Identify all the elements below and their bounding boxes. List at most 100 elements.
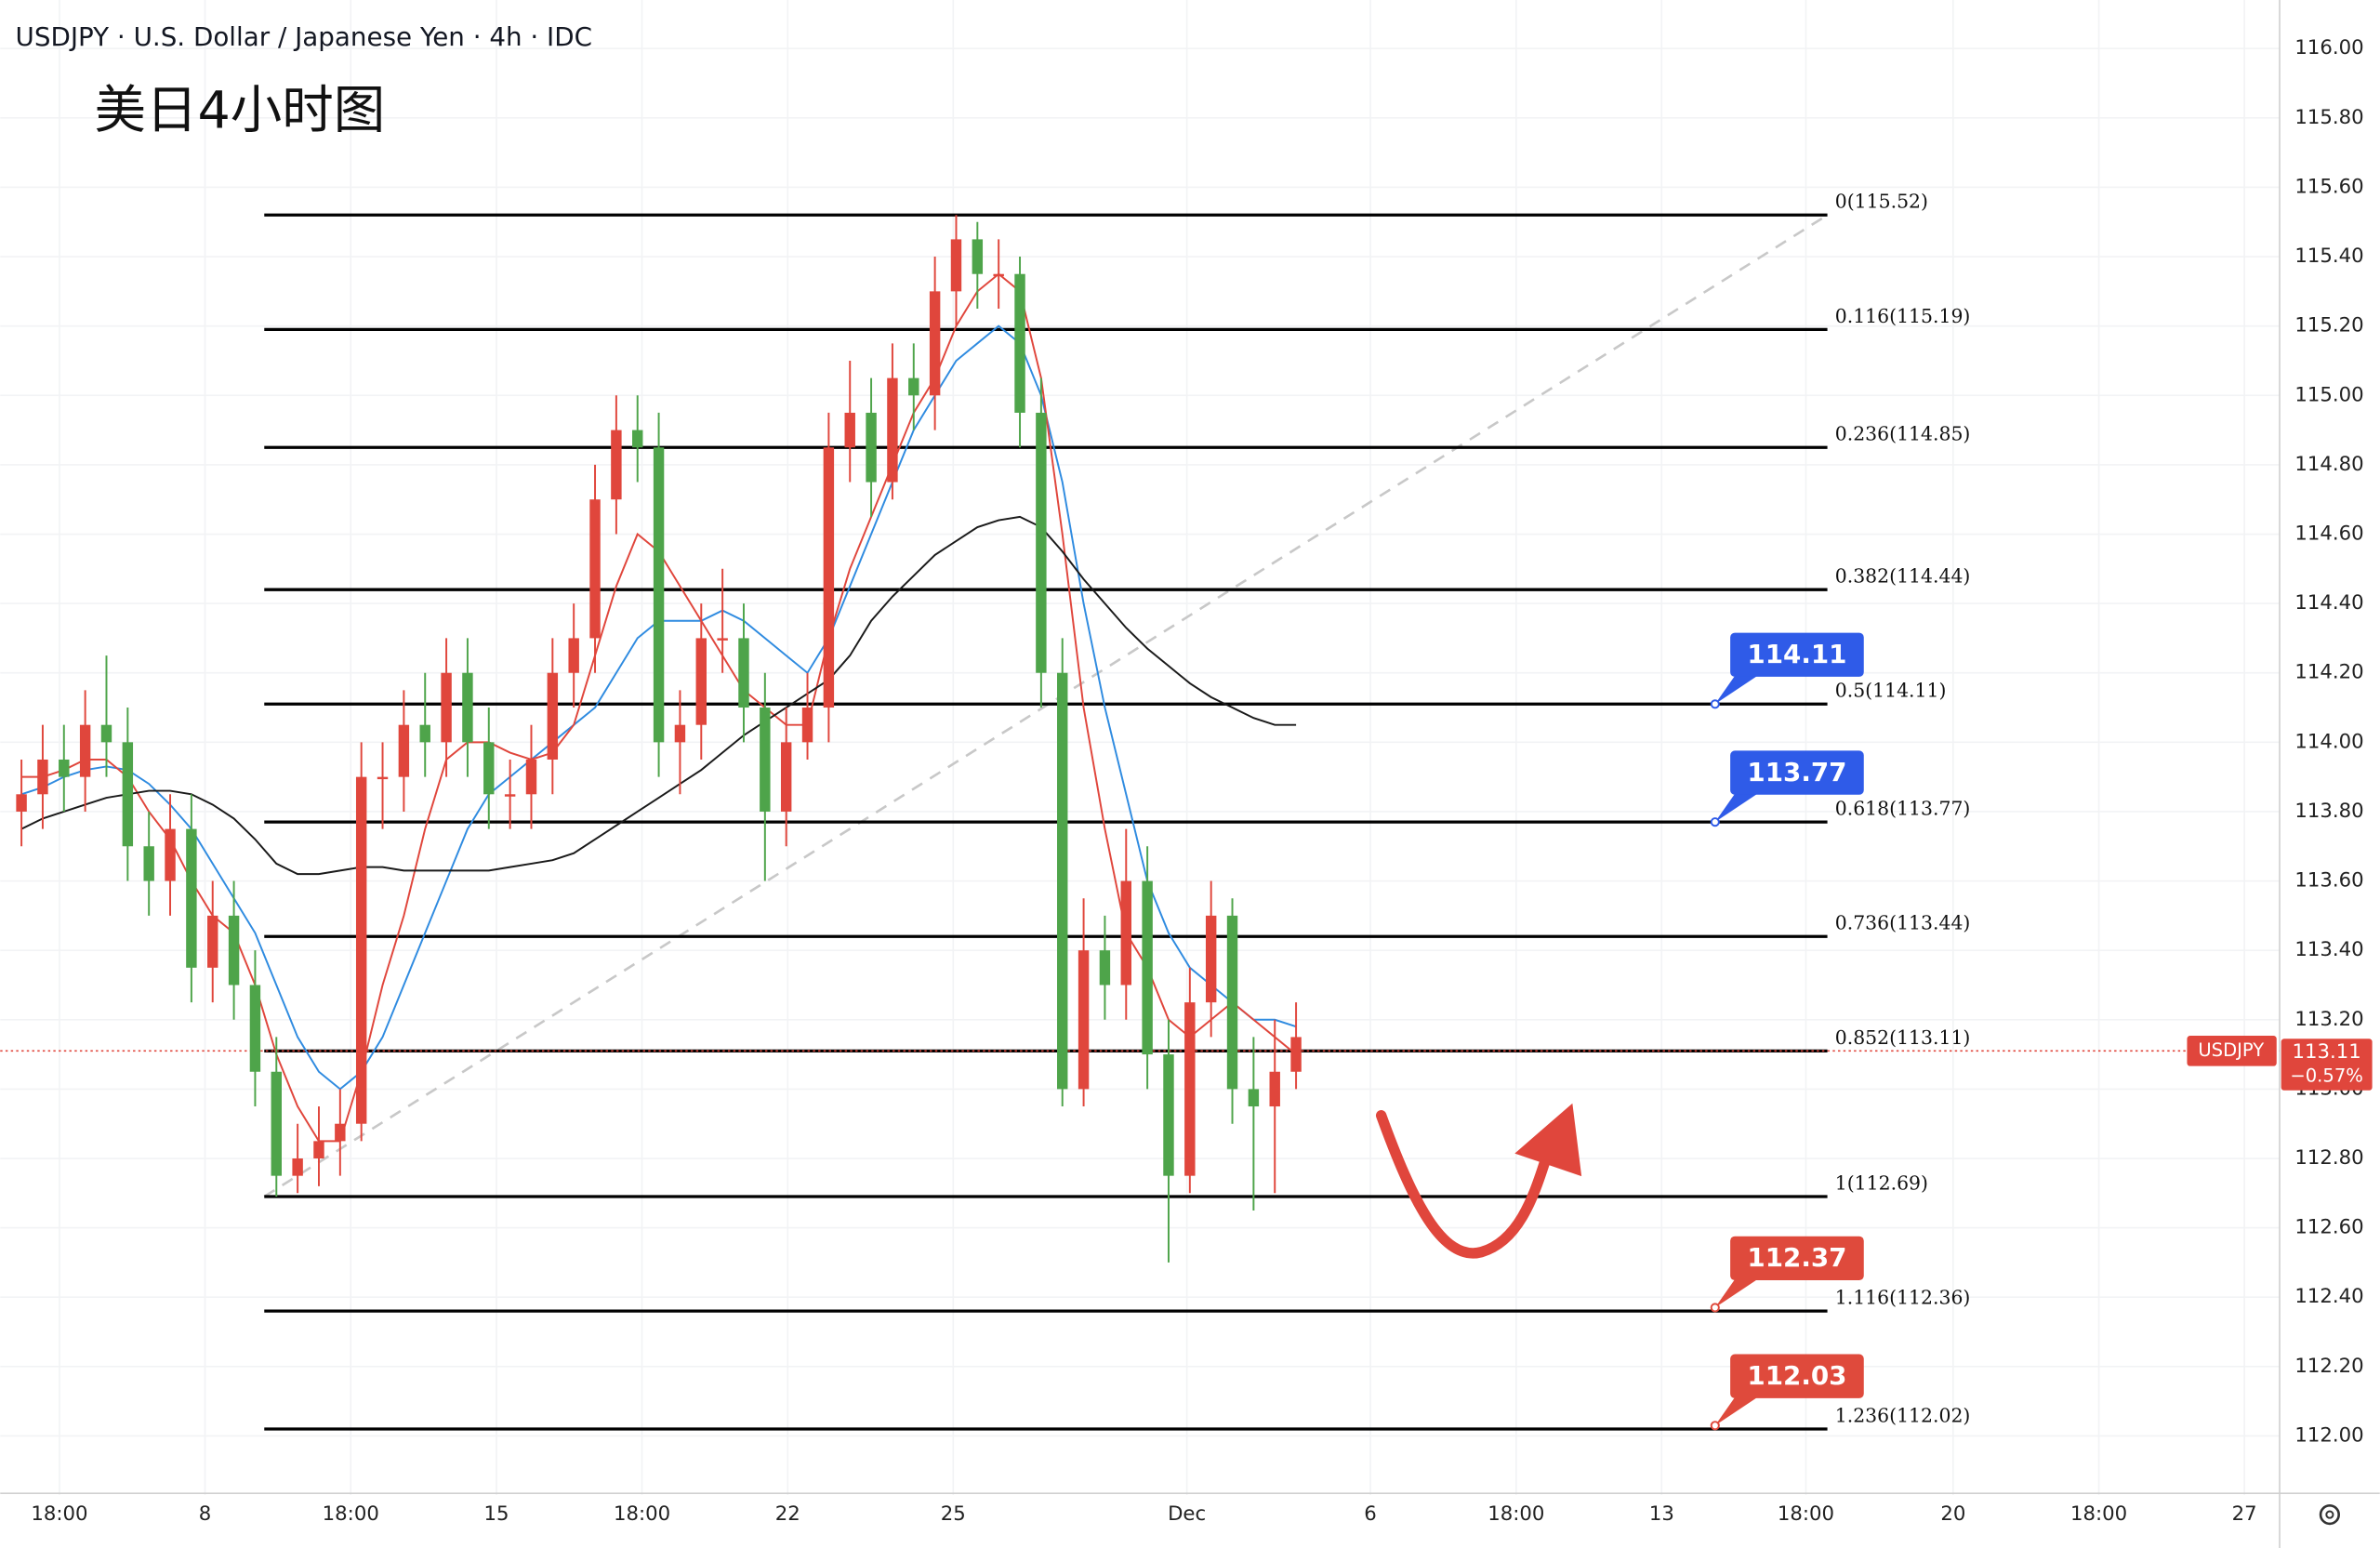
price-tag-anchor [1710, 1303, 1720, 1313]
y-tick-label: 114.80 [2294, 453, 2363, 476]
price-tag-anchor [1710, 1421, 1720, 1431]
candles [16, 215, 1302, 1263]
candle-body [59, 759, 70, 777]
candle-body [929, 291, 941, 396]
candle-body [1184, 1002, 1196, 1176]
candle-body [972, 239, 984, 274]
candle-body [823, 447, 835, 708]
fib-trend-line [263, 214, 1829, 1198]
y-tick-label: 112.40 [2294, 1285, 2363, 1308]
chart-title: 美日4小时图 [94, 81, 385, 141]
settings-gear[interactable] [2319, 1503, 2340, 1526]
price-tag-anchor [1710, 699, 1720, 709]
candle-body [632, 430, 643, 448]
candle-body [1226, 915, 1238, 1090]
candle-body [738, 638, 749, 708]
x-tick-label: 18:00 [614, 1502, 670, 1526]
candle-body [525, 759, 537, 795]
candle-body [271, 1071, 282, 1176]
candle-body [547, 672, 559, 760]
x-tick-label: 18:00 [2070, 1502, 2127, 1526]
y-tick-label: 114.60 [2294, 523, 2363, 546]
price-tag-label: 114.11 [1747, 639, 1846, 669]
y-tick-label: 113.20 [2294, 1008, 2363, 1031]
price-tag-box [1730, 1354, 1864, 1398]
candle-body [1290, 1037, 1302, 1072]
settings-gear-center [2325, 1510, 2334, 1519]
x-tick-label: 15 [484, 1502, 509, 1526]
candle-body [611, 430, 622, 500]
symbol-label: USDJPY [2198, 1039, 2264, 1061]
candle-body [887, 377, 898, 483]
x-tick-label: 18:00 [1488, 1502, 1544, 1526]
x-tick-label: 22 [775, 1502, 800, 1526]
candle-body [355, 776, 367, 1124]
y-tick-label: 112.00 [2294, 1423, 2363, 1447]
candle-body [441, 672, 452, 743]
y-tick-label: 113.40 [2294, 938, 2363, 961]
candle-body [866, 412, 877, 483]
y-tick-label: 113.60 [2294, 869, 2363, 893]
candle-body [1078, 950, 1090, 1090]
candle-body [1269, 1071, 1280, 1107]
candle-body [165, 828, 176, 881]
y-tick-label: 112.80 [2294, 1146, 2363, 1170]
candle-body [398, 724, 410, 777]
candle-body [186, 828, 197, 968]
x-tick-label: 27 [2232, 1502, 2257, 1526]
fib-level-label: 1.116(112.36) [1835, 1287, 1971, 1309]
annotation-arrowhead [1514, 1103, 1582, 1177]
y-tick-label: 115.00 [2294, 383, 2363, 406]
candle-body [780, 742, 792, 812]
x-tick-label: Dec [1168, 1502, 1206, 1526]
price-tag-pointer [1714, 673, 1761, 705]
price-tag-box [1730, 632, 1864, 677]
x-tick-label: 18:00 [323, 1502, 379, 1526]
candle-body [1142, 880, 1153, 1055]
candle-body [313, 1141, 324, 1159]
candle-body [950, 239, 962, 292]
candle-body [1036, 412, 1047, 673]
last-price-box [2281, 1039, 2373, 1091]
price-tag-label: 112.03 [1747, 1360, 1846, 1391]
candle-body [1248, 1089, 1260, 1107]
candle-body [1014, 273, 1025, 413]
fib-level-label: 0.852(113.11) [1835, 1026, 1971, 1049]
last-price-label: 113.11 [2293, 1040, 2361, 1064]
candle-body [292, 1158, 303, 1176]
x-tick-label: 13 [1649, 1502, 1674, 1526]
candle-body [100, 724, 112, 743]
candle-body [589, 499, 601, 639]
price-tag-pointer [1714, 1395, 1761, 1426]
moving-average-line [20, 515, 1297, 876]
candle-body [1120, 880, 1131, 986]
fib-tool: 0(115.52) 0.116(115.19) 0.236(114.85) 0.382… [0, 191, 2281, 1431]
candle-body [1057, 672, 1068, 1090]
candle-body [37, 759, 48, 795]
x-tick-label: 8 [199, 1502, 212, 1526]
y-tick-label: 114.40 [2294, 591, 2363, 615]
y-tick-label: 113.80 [2294, 800, 2363, 823]
candle-body [717, 638, 728, 641]
candle-body [377, 776, 389, 780]
grid [0, 0, 2281, 1495]
fib-level-label: 0.736(113.44) [1835, 912, 1971, 934]
y-tick-label: 112.60 [2294, 1216, 2363, 1239]
fib-level-label: 0.116(115.19) [1835, 305, 1971, 327]
candle-body [207, 915, 218, 968]
settings-icon[interactable] [2319, 1503, 2340, 1526]
fib-level-label: 0.5(114.11) [1835, 680, 1947, 702]
x-tick-label: 25 [941, 1502, 966, 1526]
price-tag-box [1730, 750, 1864, 795]
y-tick-label: 115.20 [2294, 314, 2363, 337]
candle-body [122, 742, 134, 847]
candle-body [674, 724, 686, 743]
x-tick-label: 18:00 [31, 1502, 87, 1526]
candle-body [249, 985, 261, 1072]
x-tick-label: 18:00 [1778, 1502, 1834, 1526]
y-tick-label: 114.20 [2294, 661, 2363, 684]
candle-body [1099, 950, 1111, 986]
annotation-arrow [1375, 1110, 1551, 1259]
